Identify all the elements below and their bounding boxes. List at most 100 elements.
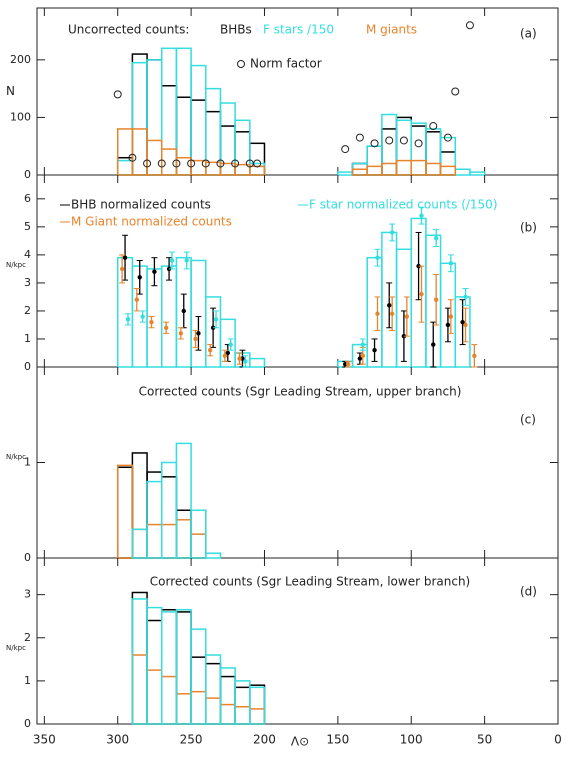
x-axis-label: Λ⊙ [291,735,309,749]
data-point [163,325,169,330]
data-point [152,269,157,274]
histogram-bar [425,131,442,176]
data-point [419,213,424,218]
histogram-bar [131,452,148,559]
histogram-bar [219,675,236,725]
histogram-bar [190,533,207,559]
data-point [207,347,213,353]
histogram-bar [116,128,134,176]
data-point [181,308,186,314]
x-tick-label: 350 [33,733,56,747]
histogram-bar [249,142,266,176]
legend-label: BHBs [220,23,252,37]
histogram-bar [410,125,427,176]
data-point [404,314,410,319]
x-tick-label: 0 [554,733,562,747]
histogram-bar [234,706,251,725]
histogram-bar [146,59,163,176]
data-point [125,317,131,322]
histogram-bar [146,471,163,559]
y-axis-label: N/kpc [6,261,26,269]
y-tick-label: 0 [24,551,31,564]
data-point [448,314,454,319]
y-tick-label: 1 [24,332,31,345]
norm-factor-point [385,136,394,145]
y-tick-label: 3 [24,588,31,601]
histogram-bar [381,113,398,176]
data-point [433,297,439,302]
histogram-bar [219,162,236,176]
y-tick-label: 1 [24,456,31,469]
histogram-bar [425,162,442,176]
data-point [460,319,465,325]
histogram-bar [234,686,251,725]
data-point [375,255,380,260]
histogram-bar [146,59,163,176]
histogram-bar [175,608,192,725]
x-tick-label: 250 [180,733,203,747]
y-tick-label: 6 [24,192,31,205]
histogram-bar [175,519,192,559]
histogram-bar [131,61,148,176]
data-point [419,291,424,297]
y-axis-label: N [6,84,15,98]
norm-factor-point [253,159,262,168]
histogram-bar [351,168,368,176]
histogram-bar [337,171,354,176]
y-axis-label: N/kpc [6,453,26,461]
histogram-bar [439,151,457,176]
panel-label: (c) [520,413,536,427]
norm-factor-point [216,159,225,168]
histogram-bar [175,96,192,176]
panel-title: Uncorrected counts: [68,23,189,37]
histogram-bar [205,697,222,725]
data-point [389,311,395,316]
histogram-bar [131,528,148,559]
histogram-bar [205,110,222,176]
histogram-bar [439,136,457,176]
norm-factor-point [201,159,210,168]
histogram-bar [175,693,192,725]
histogram-bar [469,171,486,176]
histogram-bar [175,442,192,559]
x-tick-label: 50 [477,733,492,747]
y-tick-label: 5 [24,220,31,233]
histogram-bar [116,464,134,559]
histogram-bar [116,159,134,176]
x-tick-label: 200 [253,733,276,747]
histogram-bar [175,509,192,559]
data-point [445,322,451,328]
y-tick-label: 100 [10,110,31,123]
histogram-bar [146,619,163,725]
histogram-bar [190,99,207,176]
histogram-bar [190,159,207,176]
histogram-bar [131,598,148,725]
panel-label: (d) [520,585,537,599]
data-point [243,359,248,364]
y-tick-label: 1 [24,674,31,687]
histogram-bar [160,608,178,725]
data-point [463,294,468,300]
histogram-bar [190,690,207,725]
data-point [345,361,351,367]
data-point [222,353,228,358]
histogram-bar [160,265,178,368]
histogram-bar [205,161,222,176]
histogram-bar [395,116,412,176]
data-point [169,258,175,263]
legend-label: M giants [366,23,417,37]
y-tick-label: 2 [24,304,31,317]
histogram-bar [146,606,163,725]
panel-label: (a) [520,27,537,41]
histogram-bar [190,64,207,176]
histogram-bar [219,125,236,176]
data-point [149,319,154,325]
histogram-bar [410,122,427,176]
legend-label: Norm factor [250,57,322,71]
data-point [196,331,201,336]
histogram-bar [131,128,148,176]
x-tick-label: 300 [106,733,129,747]
norm-factor-point [429,122,438,131]
